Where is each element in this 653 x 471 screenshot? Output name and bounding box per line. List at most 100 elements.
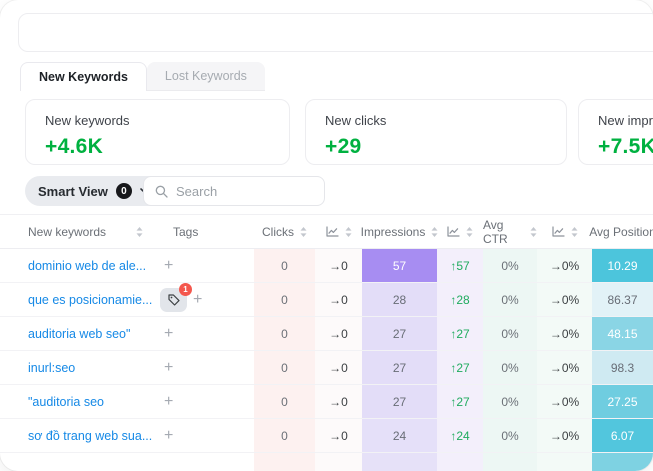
keyword-link[interactable]: inurl:seo [28,360,76,375]
row-left-gutter [0,385,15,418]
avg-position-cell: 48.15 [592,317,653,350]
add-tag-button[interactable]: + [164,256,174,274]
table-row: sơ đồ trang web sua... + 0 →0 24 ↑24 0% … [0,419,653,453]
table-row [0,453,653,471]
row-left-gutter [0,453,15,471]
keyword-link[interactable]: auditoria web seo" [28,326,131,341]
keyword-cell: inurl:seo [15,351,154,384]
clicks-cell: 0 [254,351,315,384]
tag-chip-button[interactable]: 1 [160,282,192,312]
impressions-change-cell: ↑28 [437,283,483,316]
keyword-cell: que es posicionamie... [15,283,154,316]
avg-position-cell: 98.3 [592,351,653,384]
table-row: inurl:seo + 0 →0 27 ↑27 0% →0% 98.3 [0,351,653,385]
sort-icon[interactable] [345,226,352,237]
stat-card-new-keywords: New keywords +4.6K [25,99,290,165]
clicks-cell: 0 [254,385,315,418]
stat-card-new-clicks: New clicks +29 [305,99,567,165]
avg-position-cell: 27.25 [592,385,653,418]
impressions-change-cell: ↑57 [437,249,483,282]
tags-cell: 1 + [154,282,254,316]
impressions-change-cell [437,453,483,471]
header-clicks-trend[interactable] [315,215,362,248]
smart-view-count-badge: 0 [115,183,132,199]
clicks-change-cell [315,453,362,471]
table-row: dominio web de ale... + 0 →0 57 ↑57 0% →… [0,249,653,283]
impressions-cell [362,453,437,471]
line-chart-icon [551,226,565,237]
stat-label: New impress [598,113,653,128]
keyword-link[interactable]: dominio web de ale... [28,258,147,273]
header-avg-ctr[interactable]: Avg CTR [483,215,537,248]
keyword-cell [15,453,154,471]
avg-position-cell [592,453,653,471]
keywords-tabs: New Keywords Lost Keywords [20,62,265,91]
row-left-gutter [0,249,15,282]
avg-ctr-cell: 0% [483,249,537,282]
smart-view-dropdown[interactable]: Smart View 0 [25,176,164,206]
keyword-link[interactable]: sơ đồ trang web sua... [28,428,153,443]
tags-cell: + [154,419,254,452]
keyword-link[interactable]: que es posicionamie... [28,292,153,307]
add-tag-button[interactable]: + [164,324,174,342]
table-row: "auditoria seo + 0 →0 27 ↑27 0% →0% 27.2… [0,385,653,419]
impressions-cell: 24 [362,419,437,452]
add-tag-button[interactable]: + [164,358,174,376]
ctr-change-cell [537,453,592,471]
tab-new-keywords[interactable]: New Keywords [20,62,147,91]
clicks-change-cell: →0 [315,351,362,384]
impressions-cell: 27 [362,317,437,350]
keyword-cell: dominio web de ale... [15,249,154,282]
clicks-cell [254,453,315,471]
avg-position-cell: 10.29 [592,249,653,282]
impressions-cell: 27 [362,385,437,418]
header-avg-position[interactable]: Avg Position [589,215,653,248]
ctr-change-cell: →0% [537,317,592,350]
tags-cell: + [154,351,254,384]
header-label: Tags [173,224,199,239]
tab-lost-keywords[interactable]: Lost Keywords [146,62,265,90]
header-label: Impressions [360,224,426,239]
tab-new-keywords-label: New Keywords [39,70,128,84]
ctr-change-cell: →0% [537,385,592,418]
add-tag-button[interactable]: + [164,392,174,410]
header-impressions[interactable]: Impressions [360,215,438,248]
ctr-change-cell: →0% [537,351,592,384]
row-left-gutter [0,215,15,248]
avg-ctr-cell: 0% [483,351,537,384]
tag-icon [167,293,180,306]
header-new-keywords[interactable]: New keywords [15,215,154,248]
table-toolbar: Smart View 0 Search [0,176,653,206]
header-label: Avg CTR [483,217,508,246]
add-tag-button[interactable]: + [164,426,174,444]
clicks-cell: 0 [254,283,315,316]
clicks-change-cell: →0 [315,419,362,452]
impressions-cell: 27 [362,351,437,384]
tags-cell: + [154,317,254,350]
sort-icon[interactable] [530,226,537,237]
sort-icon[interactable] [300,226,307,237]
sort-icon[interactable] [571,226,578,237]
header-clicks[interactable]: Clicks [254,215,315,248]
clicks-change-cell: →0 [315,283,362,316]
avg-position-cell: 86.37 [592,283,653,316]
header-impressions-trend[interactable] [437,215,483,248]
table-header-row: New keywords Tags Clicks Impressions Avg… [0,215,653,249]
clicks-cell: 0 [254,249,315,282]
keyword-link[interactable]: "auditoria seo [28,394,105,409]
impressions-cell: 57 [362,249,437,282]
add-tag-button[interactable]: + [193,290,203,308]
avg-ctr-cell: 0% [483,283,537,316]
impressions-change-cell: ↑27 [437,385,483,418]
tags-cell [154,453,254,471]
sort-icon[interactable] [136,226,143,237]
smart-view-label: Smart View [38,183,108,199]
keyword-cell: "auditoria seo [15,385,154,418]
header-ctr-trend[interactable] [537,215,592,248]
table-row: auditoria web seo" + 0 →0 27 ↑27 0% →0% … [0,317,653,351]
top-filter-bar [18,13,653,52]
tag-count-badge: 1 [179,282,192,296]
search-input[interactable]: Search [143,176,325,206]
sort-icon[interactable] [466,226,473,237]
